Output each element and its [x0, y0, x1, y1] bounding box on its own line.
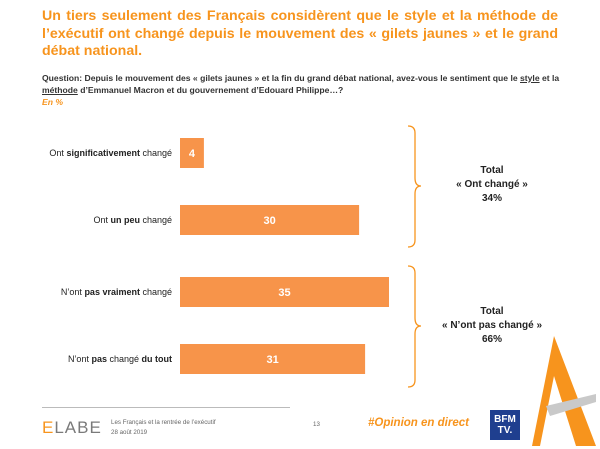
hashtag: #Opinion en direct — [368, 417, 469, 429]
bar — [180, 277, 389, 307]
total-not-changed-label: Total « N’ont pas changé » 66% — [432, 305, 552, 347]
survey-question: Question: Depuis le mouvement des « gile… — [42, 72, 562, 96]
question-text-2: et la — [539, 73, 560, 83]
bar — [180, 138, 204, 168]
total-line-3: 66% — [481, 334, 502, 345]
total-line-2: « N’ont pas changé » — [441, 320, 543, 331]
corner-decoration-icon — [532, 336, 596, 446]
footer-text: Les Français et la rentrée de l’exécutif… — [111, 418, 216, 438]
unit-label: En % — [42, 97, 64, 107]
bar-value-label: 35 — [278, 287, 290, 299]
question-methode-word: méthode — [42, 85, 78, 95]
total-line-3: 34% — [481, 193, 502, 204]
page-title: Un tiers seulement des Français considèr… — [42, 8, 558, 59]
group-bracket-changed — [407, 125, 422, 248]
footer-study-name: Les Français et la rentrée de l’exécutif — [111, 419, 216, 426]
bar-value-label: 4 — [189, 148, 196, 160]
question-text-3: d’Emmanuel Macron et du gouvernement d’E… — [77, 85, 344, 95]
category-label: N’ont pas changé du tout — [67, 354, 172, 364]
category-label: N’ont pas vraiment changé — [60, 287, 172, 297]
total-line-1: Total — [480, 306, 504, 317]
bar-value-label: 31 — [266, 354, 278, 366]
category-label: Ont significativement changé — [49, 148, 172, 158]
bfmtv-logo: BFM TV. — [490, 410, 520, 440]
bar — [180, 205, 360, 235]
footer-date: 28 août 2019 — [111, 429, 148, 436]
total-line-1: Total — [480, 165, 504, 176]
category-label: Ont un peu changé — [93, 215, 172, 225]
footer-divider — [42, 407, 290, 408]
total-changed-label: Total « Ont changé » 34% — [432, 164, 552, 206]
total-line-2: « Ont changé » — [456, 179, 528, 190]
group-bracket-not-changed — [407, 265, 422, 388]
page-number: 13 — [313, 421, 320, 428]
question-text-1: Question: Depuis le mouvement des « gile… — [42, 73, 521, 83]
elabe-logo: ELABE — [42, 418, 102, 437]
bar — [180, 344, 366, 374]
bar-value-label: 30 — [263, 215, 275, 227]
question-style-word: style — [520, 73, 540, 83]
